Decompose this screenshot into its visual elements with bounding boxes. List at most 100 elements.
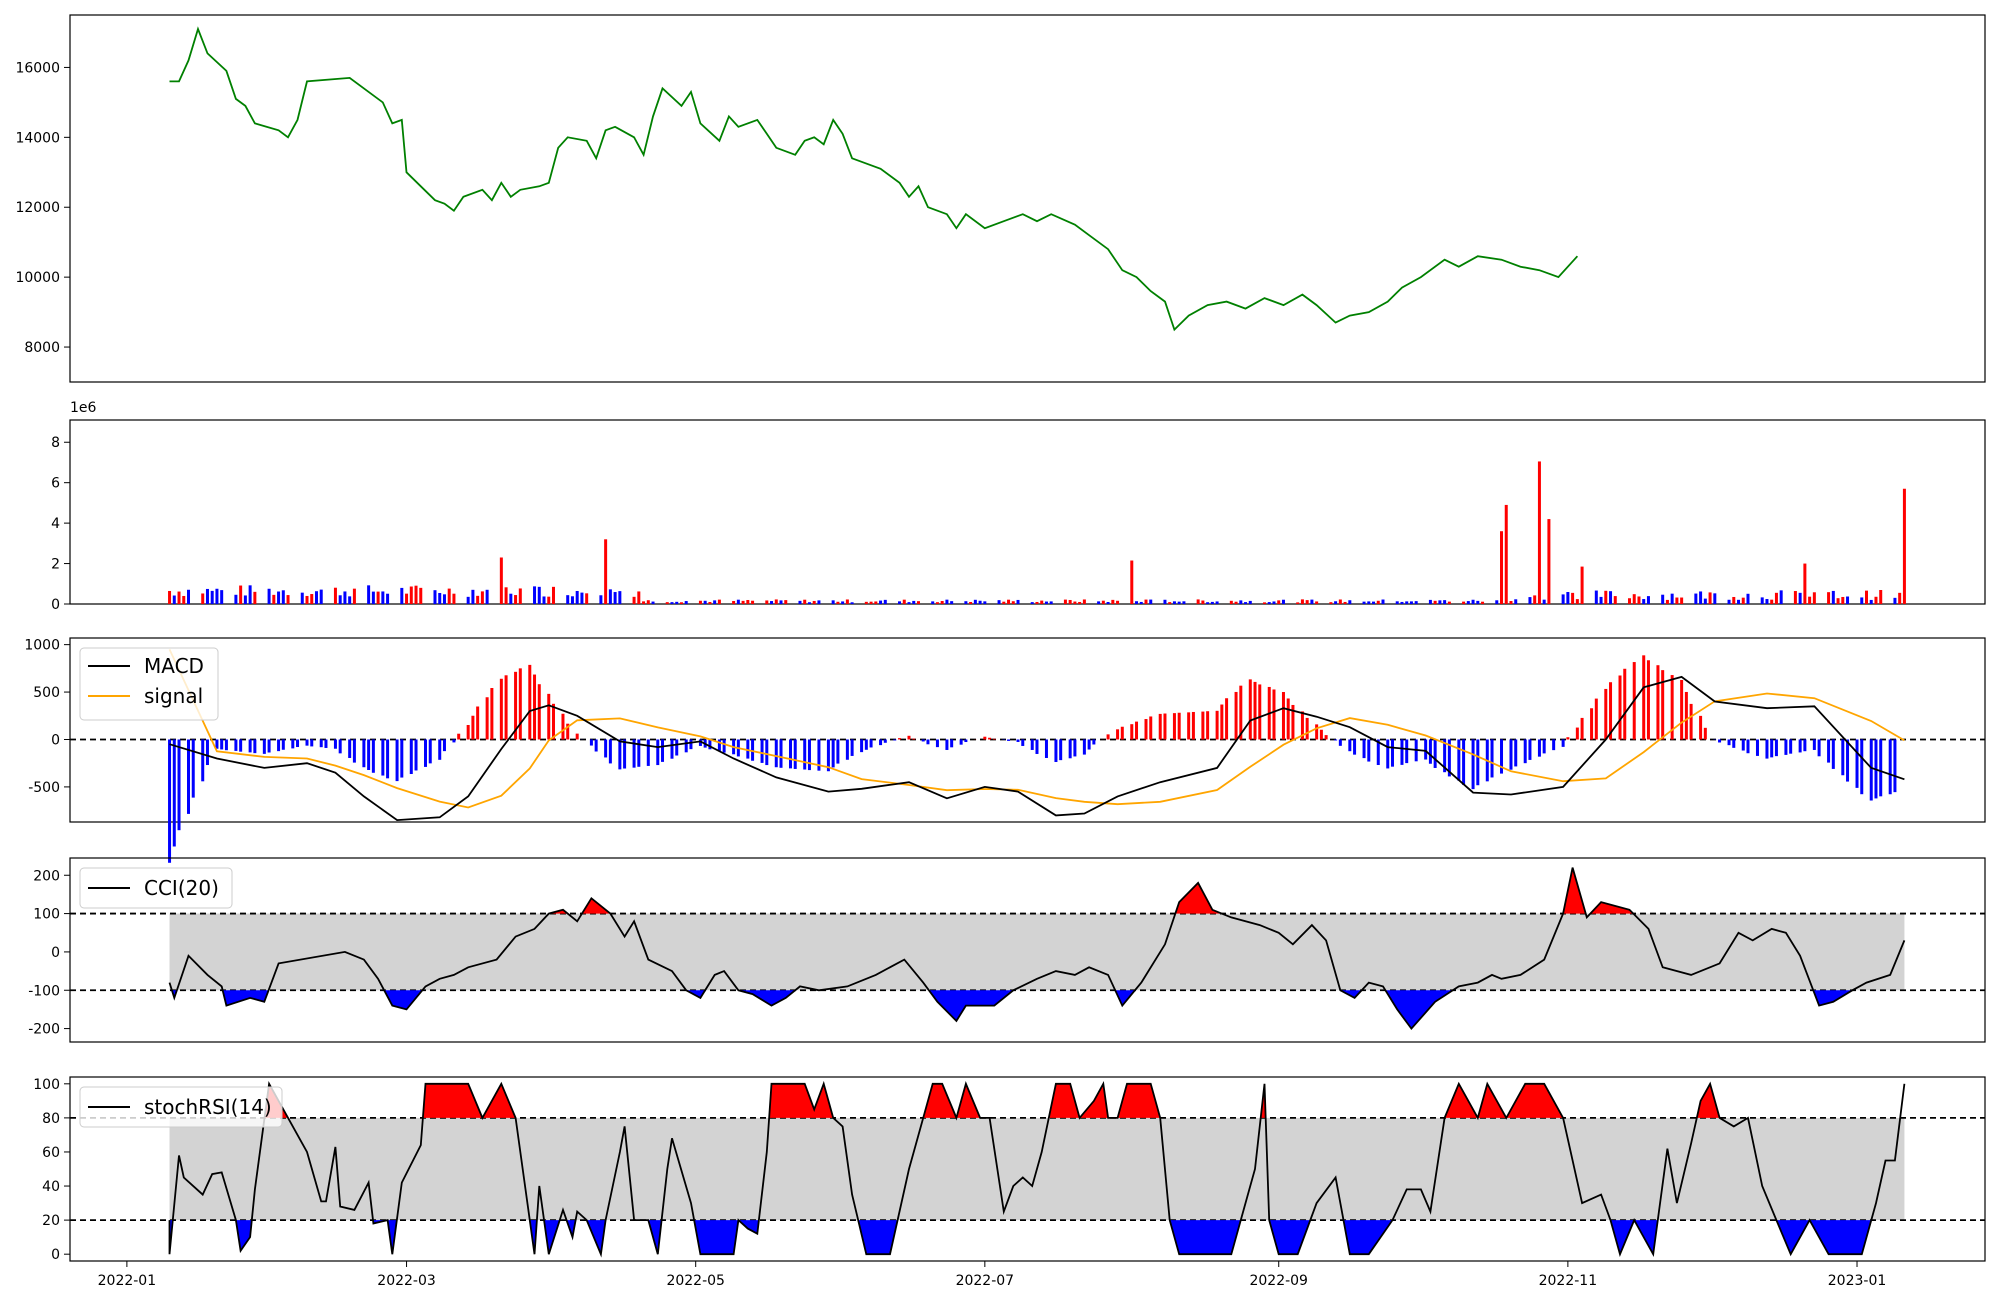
macd-histogram-bar [1044, 739, 1048, 758]
macd-histogram-bar [1827, 739, 1831, 763]
stochrsi-oversold-fill [1776, 1220, 1810, 1255]
macd-histogram-bar [1841, 739, 1845, 776]
macd-histogram-bar [1144, 719, 1148, 740]
macd-histogram-bar [281, 739, 285, 750]
macd-histogram-bar [224, 739, 228, 751]
macd-histogram-bar [1021, 739, 1025, 746]
cci-oversold-fill [1813, 990, 1853, 1006]
macd-histogram-bar [1443, 739, 1447, 773]
macd-histogram-bar [471, 715, 475, 740]
volume-bar [1139, 601, 1143, 604]
macd-histogram-bar [367, 739, 371, 771]
macd-histogram-bar [1770, 739, 1774, 758]
macd-histogram-bar [438, 739, 442, 760]
macd-histogram-bar [177, 739, 181, 831]
volume-bar [172, 595, 176, 604]
macd-histogram-bar [1400, 739, 1404, 765]
volume-bar [1447, 601, 1451, 604]
macd-histogram-bar [551, 703, 555, 740]
volume-bar [1779, 590, 1783, 604]
volume-bar [1803, 563, 1807, 604]
volume-bar [973, 599, 977, 604]
macd-histogram-bar [1542, 739, 1546, 754]
macd-histogram-bar [1068, 739, 1072, 759]
macd-panel: -500 0 500 1000 MACD signal [24, 637, 1986, 863]
macd-histogram-bar [1158, 713, 1162, 740]
volume-bar [585, 593, 589, 604]
macd-histogram-bar [1149, 716, 1153, 740]
volume-bar [1509, 601, 1513, 604]
macd-histogram-bar [1879, 739, 1883, 797]
macd-histogram-bar [689, 739, 693, 750]
volume-bar [1111, 599, 1115, 604]
legend-box [79, 867, 233, 909]
volume-bar [1665, 599, 1669, 604]
macd-histogram-bar [774, 739, 778, 768]
macd-histogram-bar [803, 739, 807, 770]
macd-histogram-bar [400, 739, 404, 778]
volume-bar [533, 586, 537, 604]
volume-bar [551, 586, 555, 604]
macd-histogram-bar [324, 739, 328, 748]
macd-histogram-bar [1680, 679, 1684, 740]
volume-panel: 0 2 4 6 8 1e6 [51, 400, 1986, 613]
macd-histogram-bar [1817, 739, 1821, 757]
macd-histogram-bar [1727, 739, 1731, 746]
macd-histogram-bar [860, 739, 864, 753]
macd-histogram-bar [239, 739, 243, 752]
y-tick-label: 2 [51, 557, 60, 573]
volume-bar [1561, 594, 1565, 604]
volume-bar [1893, 597, 1897, 604]
volume-bar [1841, 596, 1845, 604]
volume-bar [514, 595, 518, 604]
macd-histogram-bar [1670, 675, 1674, 740]
volume-bar [1746, 593, 1750, 604]
volume-bar [1206, 602, 1210, 604]
macd-histogram-bar [338, 739, 342, 754]
volume-bar [1296, 602, 1300, 604]
volume-bar [1063, 599, 1067, 604]
macd-histogram-bar [1187, 712, 1191, 740]
volume-bar [1196, 599, 1200, 604]
volume-bar [1770, 599, 1774, 604]
macd-histogram-bar [528, 664, 532, 740]
y-tick-label: 100 [33, 1077, 60, 1093]
macd-histogram-bar [988, 737, 992, 740]
volume-bar [1229, 600, 1233, 604]
macd-histogram-bar [864, 739, 868, 750]
volume-bar [220, 590, 224, 604]
macd-histogram-bar [661, 739, 665, 762]
volume-bar [414, 585, 418, 604]
volume-bar [177, 591, 181, 604]
volume-bar [1774, 592, 1778, 604]
macd-histogram-bar [1718, 739, 1722, 743]
volume-bar [1879, 590, 1883, 604]
volume-bar [405, 593, 409, 604]
macd-histogram-bar [623, 739, 627, 769]
macd-histogram-bar [1030, 739, 1034, 750]
stochrsi-oversold-fill [1169, 1220, 1241, 1255]
macd-histogram-bar [1471, 739, 1475, 790]
macd-histogram-bar [424, 739, 428, 767]
macd-histogram-bar [1334, 739, 1338, 741]
volume-bar [442, 594, 446, 604]
volume-bar [504, 587, 508, 604]
macd-histogram-bar [817, 739, 821, 771]
volume-bar [1708, 592, 1712, 604]
volume-bar [1760, 597, 1764, 604]
volume-bar [1808, 596, 1812, 604]
volume-bar [239, 585, 243, 604]
macd-histogram-bar [547, 693, 551, 740]
volume-bar [352, 588, 356, 604]
macd-histogram-bar [1774, 739, 1778, 757]
volume-bar [836, 601, 840, 604]
macd-histogram-bar [1509, 739, 1513, 770]
volume-bar [770, 601, 774, 604]
y-tick-label: 80 [42, 1111, 60, 1127]
volume-bar [1068, 599, 1072, 604]
volume-bar [940, 600, 944, 604]
volume-exponent-label: 1e6 [70, 400, 97, 416]
volume-bar [1305, 600, 1309, 604]
macd-histogram-bar [220, 739, 224, 750]
volume-bar [286, 595, 290, 604]
